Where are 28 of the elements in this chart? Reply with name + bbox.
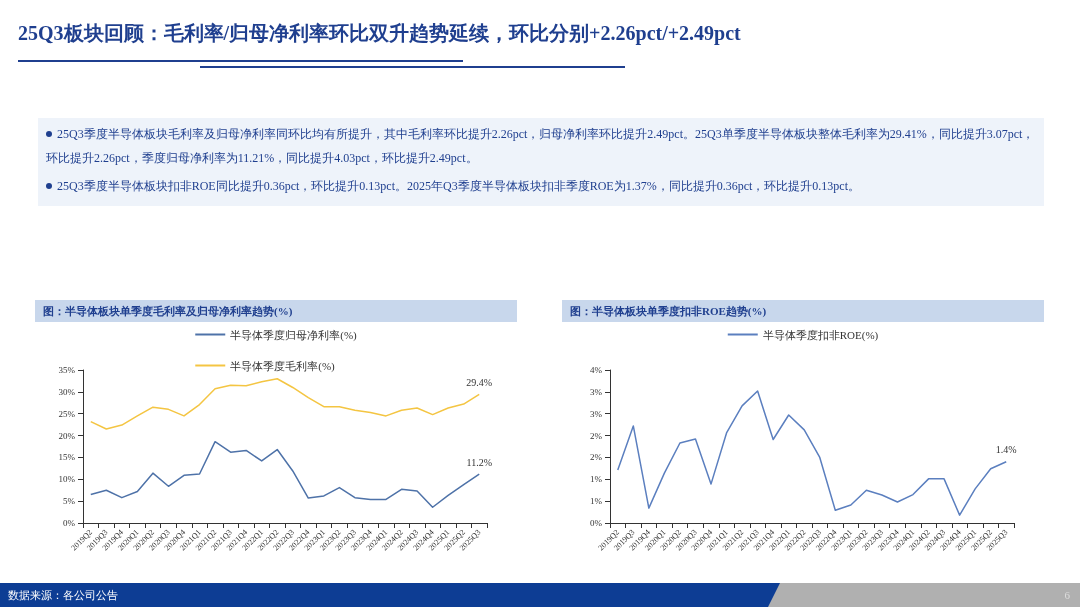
source-note: 数据来源：各公司公告	[0, 583, 780, 607]
text: 25Q3季度半导体板块毛利率及归母净利率同环比均有所提升，其中毛利率环比提升2.26pct，归母净利率环比提升2.49pct。25Q3单季度半导体板块整体毛利率为29.41%，同比提升3.07pct，环比提升2.26pct，季度归母净利率为11.21%，同比提升4.03pct，环比提升2.49pct。	[46, 126, 1036, 167]
annotation: 11.2%	[466, 456, 492, 468]
y-tick-label: 4%	[590, 365, 603, 375]
y-tick-label: 3%	[590, 408, 603, 419]
text: 25Q3季度半导体板块扣非ROE同比提升0.36pct，环比提升0.13pct。2025年Q3季度半导体板块扣非季度ROE为1.37%，同比提升0.36pct，环比提升0.13pct。	[56, 178, 861, 195]
chart-title: 图：半导体板块单季度扣非ROE趋势(%)	[562, 300, 1044, 322]
chart-title: 图：半导体板块单季度毛利率及归母净利率趋势(%)	[35, 300, 517, 322]
y-tick-label: 5%	[63, 496, 76, 507]
y-tick-label: 0%	[590, 518, 603, 528]
y-tick-label: 2%	[590, 430, 603, 441]
y-tick-label: 10%	[58, 474, 76, 485]
legend-label: 半导体季度毛利率(%)	[230, 359, 336, 373]
annotation: 29.4%	[466, 376, 493, 388]
y-tick-label: 3%	[590, 386, 603, 397]
annotation: 1.4%	[995, 444, 1017, 456]
y-tick-label: 25%	[58, 408, 76, 419]
legend-label: 半导体季度扣非ROE(%)	[762, 328, 879, 342]
legend-label: 半导体季度归母净利率(%)	[230, 328, 358, 342]
y-tick-label: 15%	[58, 452, 76, 463]
y-tick-label: 20%	[58, 430, 76, 441]
y-tick-label: 2%	[590, 452, 603, 463]
text: 25Q3板块回顾：毛利率/归母净利率环比双升趋势延续，环比分别+2.26pct/+2.49pct	[18, 21, 741, 47]
y-tick-label: 0%	[63, 518, 76, 528]
y-tick-label: 1%	[590, 474, 603, 485]
y-tick-label: 30%	[58, 386, 76, 397]
y-tick-label: 1%	[590, 496, 603, 507]
y-tick-label: 35%	[58, 365, 76, 375]
